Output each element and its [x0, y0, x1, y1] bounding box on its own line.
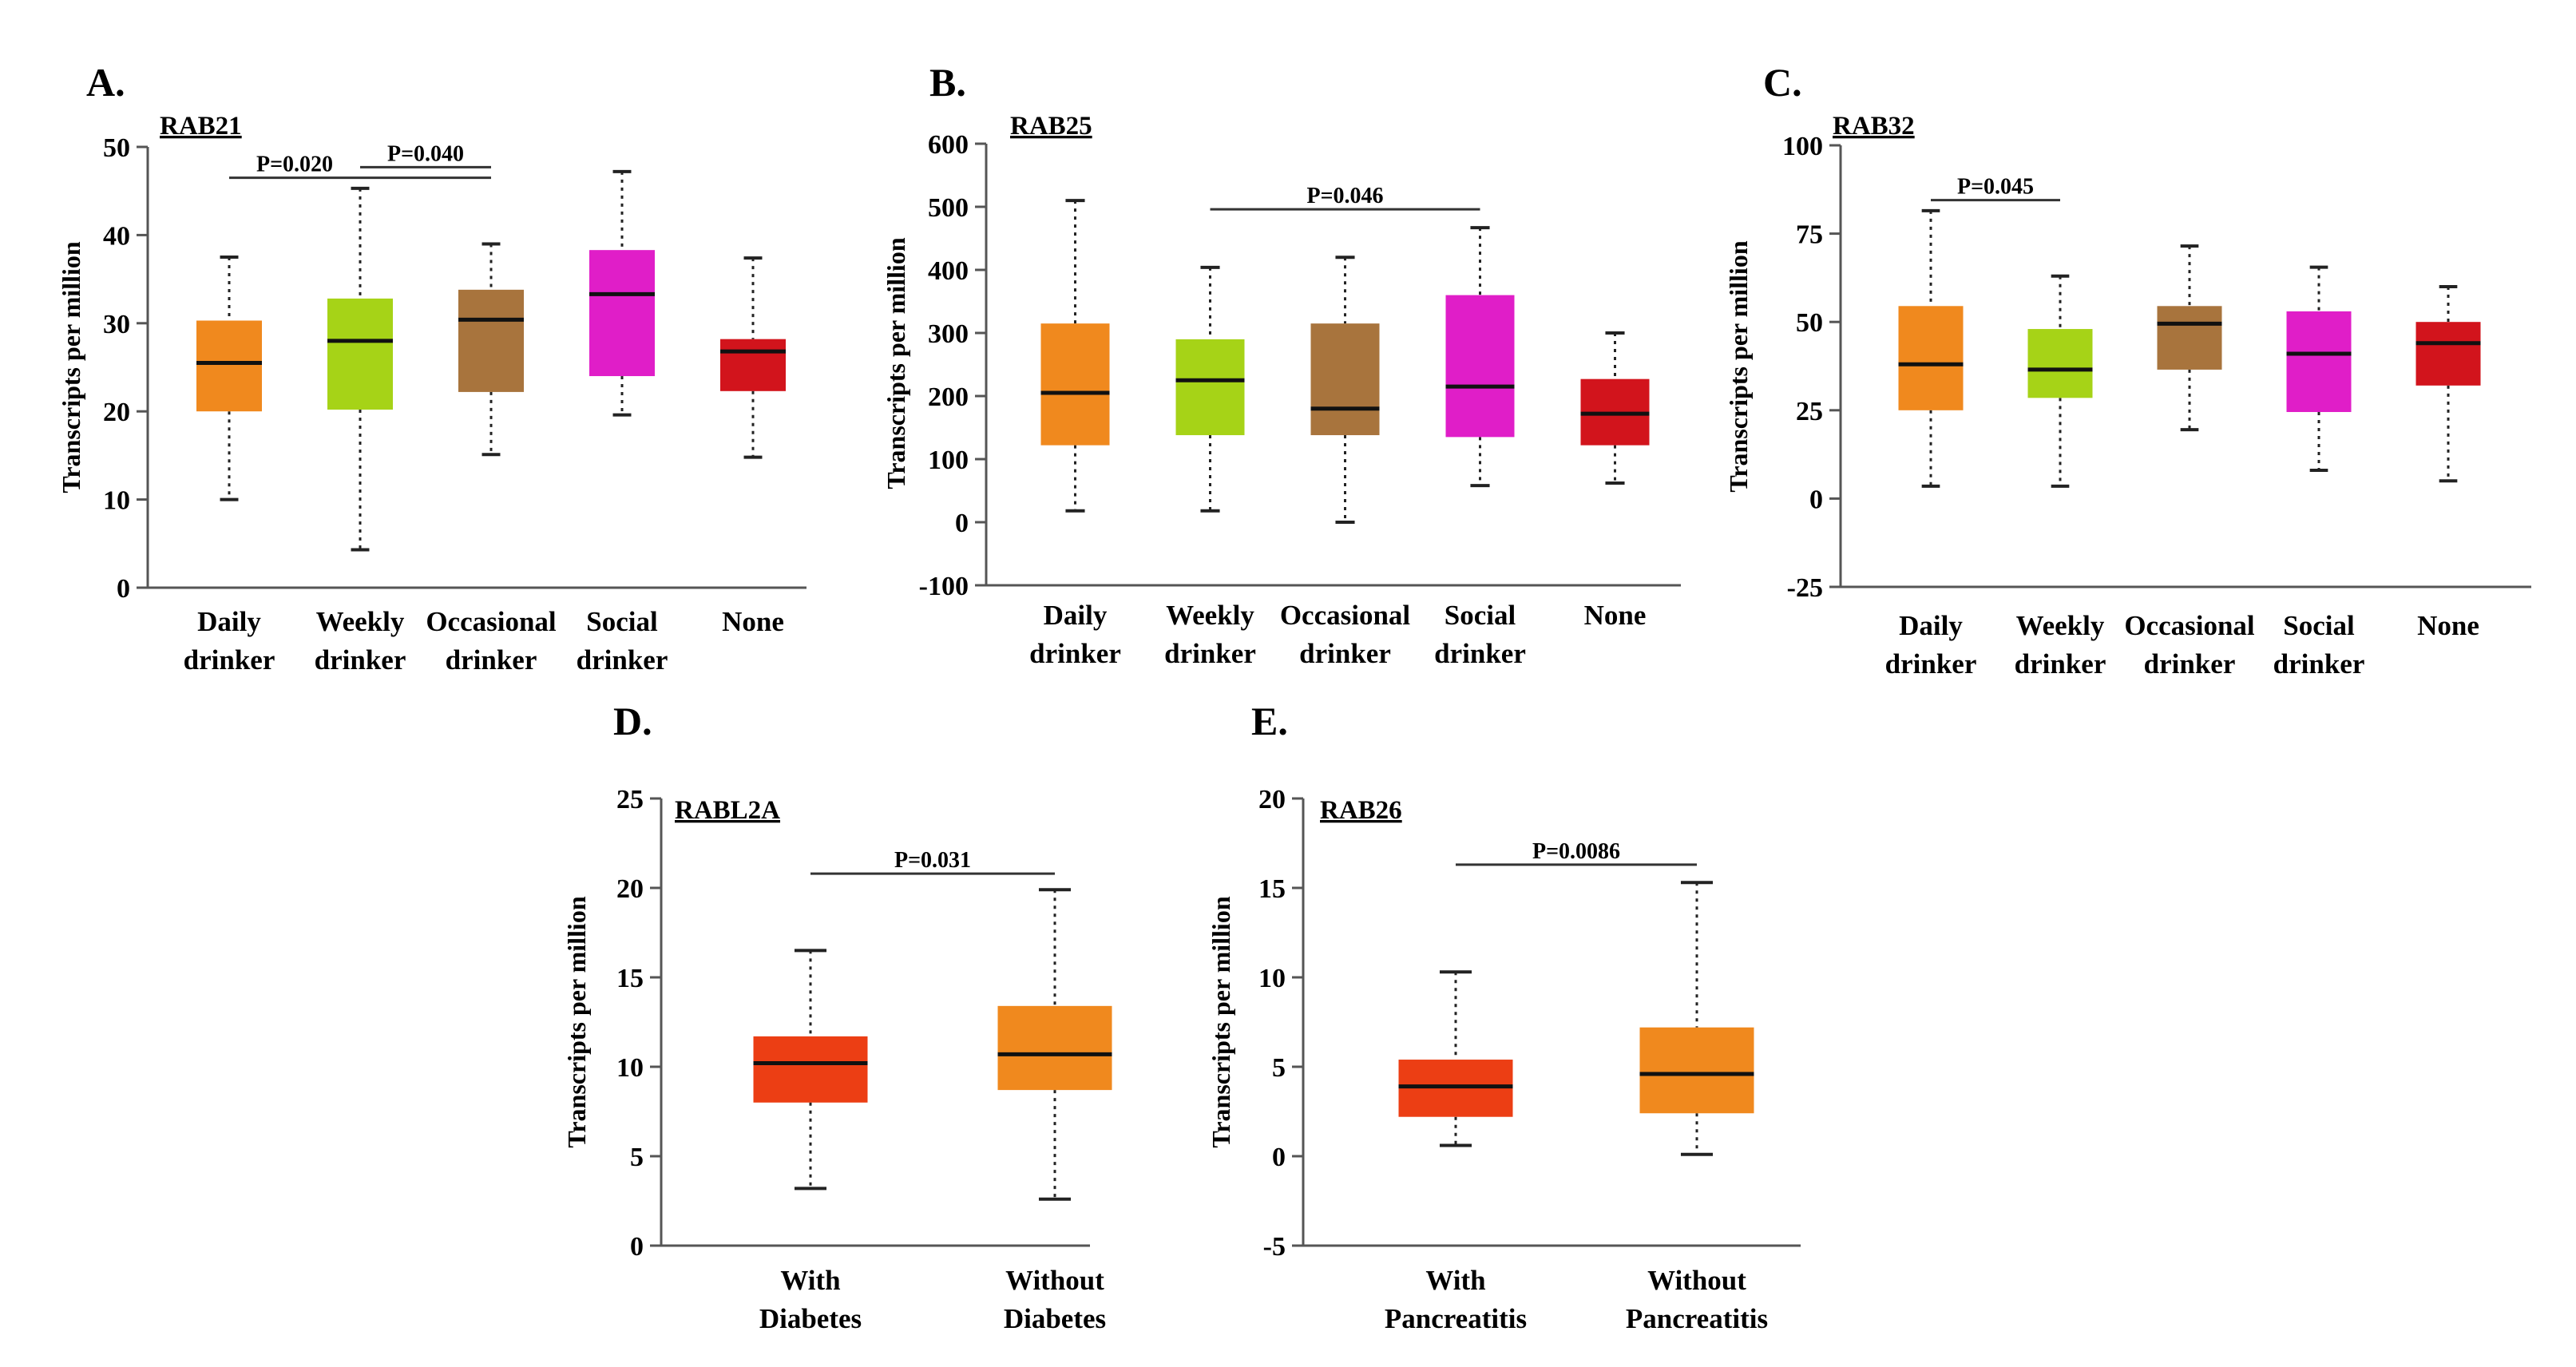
gene-title: RAB21: [160, 112, 242, 141]
y-tick-label: 0: [117, 574, 130, 604]
box: [2027, 329, 2093, 398]
y-tick-label: 40: [103, 221, 130, 251]
category-label: With Pancreatitis: [1385, 1265, 1527, 1334]
box: [1175, 339, 1245, 435]
panel-4: D. RABL2A Transcripts per million 0 5 10 15 20 2…: [562, 699, 1112, 1334]
box: [753, 1036, 868, 1103]
box: [1445, 295, 1515, 438]
category-label: Occasional drinker: [1280, 600, 1411, 669]
panel-5: E. RAB26 Transcripts per million -5 0 5 10 15 20…: [1207, 699, 1801, 1334]
y-axis-label: Transcripts per million: [882, 237, 910, 489]
gene-title: RAB32: [1833, 112, 1915, 141]
category-label: Occasional drinker: [2124, 610, 2255, 680]
y-tick-label: 300: [928, 319, 969, 349]
y-axis-label: Transcripts per million: [1724, 240, 1753, 492]
y-axis-label: Transcripts per million: [562, 896, 591, 1147]
y-tick-label: 15: [616, 964, 644, 993]
p-value-label: P=0.031: [894, 848, 971, 873]
category-label: Social drinker: [577, 606, 668, 676]
y-tick-label: 500: [928, 193, 969, 223]
y-tick-label: 10: [103, 486, 130, 516]
p-value-label: P=0.045: [1957, 175, 2034, 200]
y-tick-label: -100: [919, 572, 969, 601]
category-label: Without Pancreatitis: [1626, 1265, 1768, 1334]
category-label: Daily drinker: [184, 606, 275, 676]
y-tick-label: -25: [1787, 573, 1823, 603]
category-label: Occasional drinker: [426, 606, 557, 676]
category-label: Daily drinker: [1029, 600, 1121, 669]
gene-title: RAB25: [1010, 112, 1092, 141]
y-axis-label: Transcripts per million: [1207, 896, 1235, 1147]
y-tick-label: 0: [1272, 1143, 1286, 1172]
box: [327, 298, 393, 410]
box: [1040, 323, 1110, 446]
box: [458, 289, 524, 392]
box: [1639, 1027, 1754, 1114]
panel-letter: C.: [1763, 60, 1802, 105]
y-tick-label: 5: [630, 1143, 644, 1172]
panel-letter: A.: [86, 60, 125, 105]
y-tick-label: 20: [1258, 785, 1286, 814]
y-tick-label: 50: [103, 133, 130, 163]
p-value-label: P=0.046: [1306, 184, 1383, 208]
gene-title: RABL2A: [675, 796, 780, 825]
y-tick-label: 0: [1809, 485, 1823, 514]
box: [196, 320, 262, 412]
p-value-label: P=0.0086: [1532, 839, 1620, 864]
panel-1: A. RAB21 Transcripts per million 0 10 20 30 40 5…: [57, 60, 806, 676]
category-label: Social drinker: [2273, 610, 2365, 680]
box: [2415, 322, 2481, 386]
y-tick-label: 100: [928, 446, 969, 475]
panel-3: C. RAB32 Transcripts per million -25 0 25 50 75…: [1724, 60, 2531, 680]
box: [1310, 323, 1380, 435]
box: [720, 339, 786, 391]
category-label: Weekly drinker: [2015, 610, 2106, 680]
y-tick-label: 200: [928, 382, 969, 412]
panel-letter: E.: [1251, 699, 1288, 743]
y-tick-label: 100: [1782, 132, 1823, 161]
y-axis-label: Transcripts per million: [57, 241, 85, 493]
category-label: Weekly drinker: [315, 606, 406, 676]
box: [589, 250, 655, 377]
y-tick-label: 20: [616, 874, 644, 904]
y-tick-label: 20: [103, 398, 130, 427]
y-tick-label: 50: [1796, 308, 1823, 338]
y-tick-label: 400: [928, 256, 969, 286]
category-label: Social drinker: [1434, 600, 1526, 669]
box: [2286, 311, 2352, 413]
category-label: Daily drinker: [1885, 610, 1977, 680]
y-tick-label: 25: [616, 785, 644, 814]
category-label: None: [722, 606, 784, 637]
y-tick-label: 10: [1258, 964, 1286, 993]
category-label: None: [2417, 610, 2479, 641]
y-tick-label: 600: [928, 130, 969, 160]
gene-title: RAB26: [1320, 796, 1402, 825]
y-tick-label: 25: [1796, 397, 1823, 426]
y-tick-label: 0: [955, 509, 969, 538]
p-value-label: P=0.040: [387, 141, 464, 166]
box: [997, 1005, 1112, 1091]
y-tick-label: -5: [1263, 1232, 1286, 1262]
y-tick-label: 30: [103, 310, 130, 339]
p-value-label: P=0.020: [256, 153, 333, 177]
y-tick-label: 5: [1272, 1053, 1286, 1083]
box: [2157, 306, 2222, 370]
category-label: Weekly drinker: [1164, 600, 1256, 669]
panel-letter: D.: [613, 699, 652, 743]
y-tick-label: 75: [1796, 220, 1823, 250]
y-tick-label: 10: [616, 1053, 644, 1083]
y-tick-label: 0: [630, 1232, 644, 1262]
panel-letter: B.: [929, 60, 966, 105]
category-label: None: [1584, 600, 1647, 631]
category-label: Without Diabetes: [1004, 1265, 1106, 1334]
category-label: With Diabetes: [759, 1265, 862, 1334]
box: [1898, 306, 1964, 410]
y-tick-label: 15: [1258, 874, 1286, 904]
panel-2: B. RAB25 Transcripts per million -100 0 100 20…: [882, 60, 1681, 669]
